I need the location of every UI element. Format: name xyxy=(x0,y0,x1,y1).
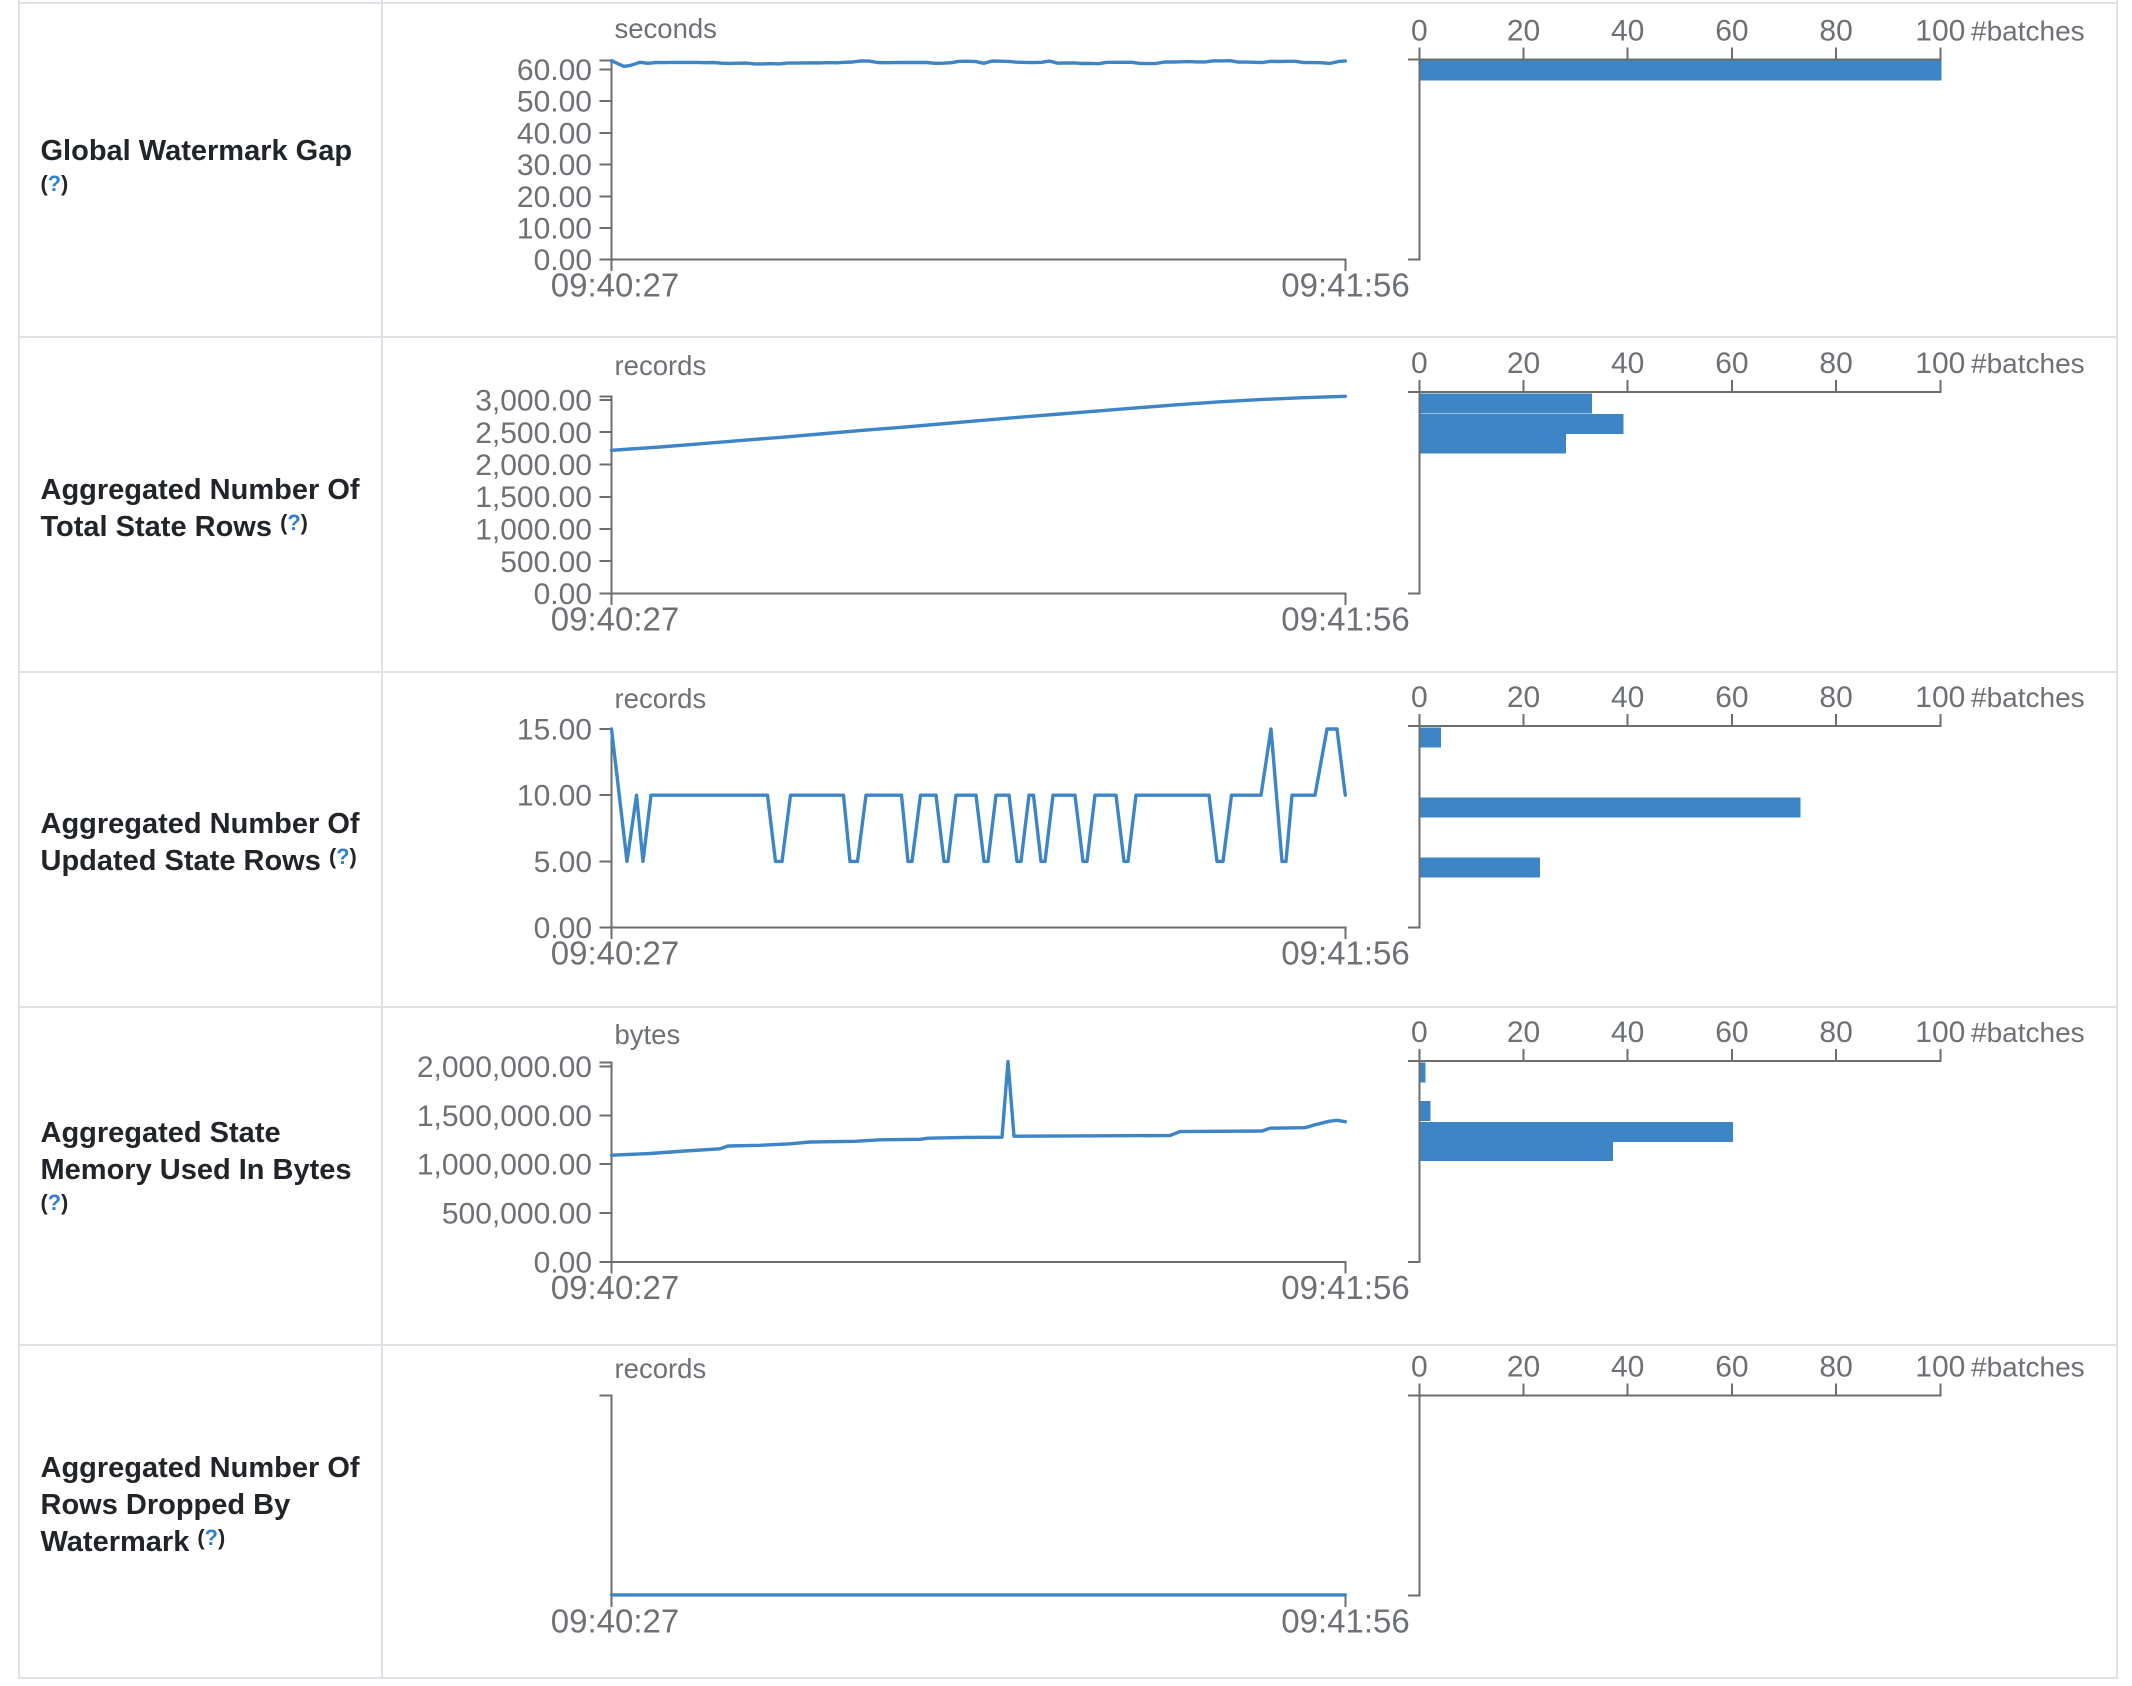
svg-text:80: 80 xyxy=(1819,681,1852,714)
svg-text:2,500.00: 2,500.00 xyxy=(475,417,592,450)
svg-text:20: 20 xyxy=(1507,347,1540,380)
svg-text:100: 100 xyxy=(1915,347,1965,380)
svg-text:0: 0 xyxy=(1411,347,1428,380)
svg-text:30.00: 30.00 xyxy=(517,149,592,182)
svg-text:0.00: 0.00 xyxy=(534,578,592,611)
svg-text:0.00: 0.00 xyxy=(534,912,592,945)
svg-text:40: 40 xyxy=(1611,1351,1644,1384)
svg-text:09:41:56: 09:41:56 xyxy=(1281,1603,1409,1640)
svg-text:1,000.00: 1,000.00 xyxy=(475,514,592,547)
svg-text:80: 80 xyxy=(1819,1016,1852,1049)
svg-text:#batches: #batches xyxy=(1971,1352,2085,1383)
svg-text:100: 100 xyxy=(1915,14,1965,47)
svg-text:100: 100 xyxy=(1915,1016,1965,1049)
svg-text:2,000,000.00: 2,000,000.00 xyxy=(417,1051,592,1084)
svg-text:40: 40 xyxy=(1611,681,1644,714)
svg-text:09:41:56: 09:41:56 xyxy=(1281,935,1409,972)
svg-text:80: 80 xyxy=(1819,1351,1852,1384)
svg-text:09:40:27: 09:40:27 xyxy=(551,601,679,638)
svg-text:100: 100 xyxy=(1915,1351,1965,1384)
svg-text:bytes: bytes xyxy=(615,1019,681,1050)
svg-text:09:41:56: 09:41:56 xyxy=(1281,601,1409,638)
svg-text:0: 0 xyxy=(1411,14,1428,47)
svg-text:40: 40 xyxy=(1611,1016,1644,1049)
svg-text:1,500.00: 1,500.00 xyxy=(475,481,592,514)
svg-text:80: 80 xyxy=(1819,14,1852,47)
svg-text:0: 0 xyxy=(1411,1351,1428,1384)
svg-text:#batches: #batches xyxy=(1971,15,2085,46)
svg-text:500.00: 500.00 xyxy=(500,546,592,579)
svg-text:09:40:27: 09:40:27 xyxy=(551,267,679,304)
svg-text:records: records xyxy=(615,683,707,714)
svg-text:09:40:27: 09:40:27 xyxy=(551,1603,679,1640)
svg-text:60: 60 xyxy=(1715,347,1748,380)
svg-text:20: 20 xyxy=(1507,681,1540,714)
svg-text:2,000.00: 2,000.00 xyxy=(475,449,592,482)
svg-text:50.00: 50.00 xyxy=(517,86,592,119)
svg-text:100: 100 xyxy=(1915,681,1965,714)
svg-text:60: 60 xyxy=(1715,1351,1748,1384)
svg-text:#batches: #batches xyxy=(1971,348,2085,379)
svg-text:#batches: #batches xyxy=(1971,1017,2085,1048)
svg-text:20: 20 xyxy=(1507,1351,1540,1384)
svg-text:500,000.00: 500,000.00 xyxy=(442,1198,592,1231)
svg-text:60: 60 xyxy=(1715,1016,1748,1049)
svg-text:60.00: 60.00 xyxy=(517,54,592,87)
svg-text:40.00: 40.00 xyxy=(517,117,592,150)
svg-text:40: 40 xyxy=(1611,14,1644,47)
svg-text:20: 20 xyxy=(1507,1016,1540,1049)
svg-text:10.00: 10.00 xyxy=(517,780,592,813)
svg-text:0.00: 0.00 xyxy=(534,1247,592,1280)
svg-text:seconds: seconds xyxy=(615,13,717,44)
svg-text:3,000.00: 3,000.00 xyxy=(475,385,592,418)
svg-text:60: 60 xyxy=(1715,14,1748,47)
svg-text:40: 40 xyxy=(1611,347,1644,380)
svg-text:0: 0 xyxy=(1411,1016,1428,1049)
svg-text:60: 60 xyxy=(1715,681,1748,714)
svg-text:10.00: 10.00 xyxy=(517,213,592,246)
svg-text:15.00: 15.00 xyxy=(517,714,592,747)
svg-text:records: records xyxy=(615,1353,707,1384)
svg-text:records: records xyxy=(615,350,707,381)
svg-text:#batches: #batches xyxy=(1971,682,2085,713)
svg-text:0.00: 0.00 xyxy=(534,244,592,277)
svg-text:09:41:56: 09:41:56 xyxy=(1281,267,1409,304)
svg-text:09:40:27: 09:40:27 xyxy=(551,935,679,972)
svg-text:1,000,000.00: 1,000,000.00 xyxy=(417,1149,592,1182)
svg-text:20.00: 20.00 xyxy=(517,181,592,214)
svg-text:80: 80 xyxy=(1819,347,1852,380)
svg-text:20: 20 xyxy=(1507,14,1540,47)
svg-text:0: 0 xyxy=(1411,681,1428,714)
svg-text:09:40:27: 09:40:27 xyxy=(551,1269,679,1306)
svg-text:09:41:56: 09:41:56 xyxy=(1281,1269,1409,1306)
svg-text:1,500,000.00: 1,500,000.00 xyxy=(417,1100,592,1133)
svg-text:5.00: 5.00 xyxy=(534,846,592,879)
